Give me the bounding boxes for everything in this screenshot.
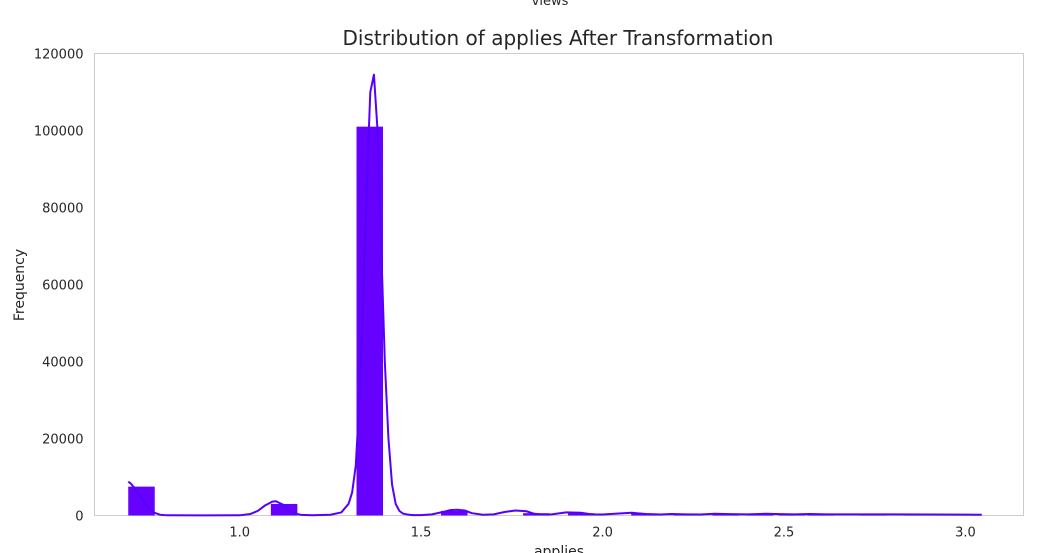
y-tick-label: 100000 (34, 125, 84, 140)
plot-area-frame (94, 53, 1024, 516)
y-axis-ticks: 0 20000 40000 60000 80000 100000 120000 (34, 48, 84, 525)
x-tick-label: 1.5 (411, 526, 432, 541)
cut-off-top-label: views (532, 0, 569, 9)
histogram-bar (270, 503, 298, 516)
kde-curve (127, 73, 982, 517)
y-tick-label: 80000 (42, 202, 83, 217)
x-tick-label: 3.0 (955, 526, 976, 541)
y-tick-label: 120000 (34, 48, 84, 63)
x-tick-label: 1.0 (229, 526, 250, 541)
y-tick-label: 20000 (42, 433, 83, 448)
y-tick-label: 60000 (42, 279, 83, 294)
x-axis-label: applies (534, 544, 584, 553)
histogram-bars (128, 126, 972, 516)
y-axis-label: Frequency (12, 249, 28, 321)
y-tick-label: 40000 (42, 356, 83, 371)
chart-title: Distribution of applies After Transforma… (343, 26, 774, 50)
histogram-bar (568, 513, 595, 516)
y-tick-label: 0 (75, 510, 83, 525)
x-axis-ticks: 1.0 1.5 2.0 2.5 3.0 (229, 526, 975, 541)
x-tick-label: 2.0 (592, 526, 613, 541)
histogram-bar (441, 510, 468, 516)
x-tick-label: 2.5 (774, 526, 795, 541)
